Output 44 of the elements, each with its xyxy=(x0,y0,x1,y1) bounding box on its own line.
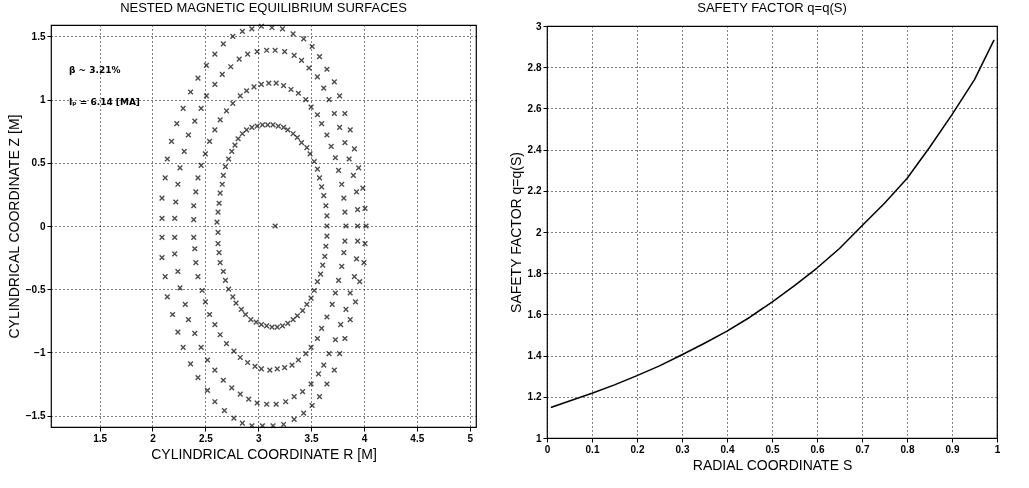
y-tick-label: 1.8 xyxy=(527,267,542,279)
x-axis-title: CYLINDRICAL COORDINATE R [M] xyxy=(151,445,377,462)
y-axis-title: CYLINDRICAL COORDINATE Z [M] xyxy=(5,114,22,339)
y-tick-label: 2 xyxy=(535,226,542,238)
x-tick-label: 0.2 xyxy=(630,443,645,455)
y-tick-label: 2.4 xyxy=(527,144,542,156)
x-tick-label: 5 xyxy=(467,432,474,444)
y-tick-label: 0.5 xyxy=(31,157,46,169)
annotation: β ~ 3.21% xyxy=(69,65,121,75)
y-tick-label: 3 xyxy=(535,20,542,32)
x-tick-label: 0.6 xyxy=(810,443,825,455)
x-axis-title: RADIAL COORDINATE S xyxy=(692,456,853,473)
x-tick-label: 2 xyxy=(150,432,157,444)
y-tick-label: 2.2 xyxy=(527,185,542,197)
y-tick-label: 0 xyxy=(39,220,46,232)
y-tick-label: 1.5 xyxy=(31,30,46,42)
x-tick-label: 2.5 xyxy=(198,432,214,444)
y-tick-label: 2.6 xyxy=(527,102,542,114)
x-tick-label: 4.5 xyxy=(410,432,425,444)
x-tick-label: 0 xyxy=(544,443,551,455)
y-tick-label: 2.8 xyxy=(527,61,542,73)
x-tick-label: 0.5 xyxy=(765,443,780,455)
y-tick-label: −1.5 xyxy=(25,410,46,422)
chart-title: NESTED MAGNETIC EQUILIBRIUM SURFACES xyxy=(120,0,408,16)
x-tick-label: 4 xyxy=(361,432,368,444)
x-tick-label: 0.8 xyxy=(900,443,915,455)
x-tick-label: 1 xyxy=(994,443,1001,455)
x-tick-label: 0.3 xyxy=(675,443,690,455)
y-axis-title: SAFETY FACTOR q=q(S) xyxy=(507,152,524,313)
y-tick-label: −1 xyxy=(34,346,46,358)
x-tick-label: 3 xyxy=(255,432,262,444)
y-tick-label: −0.5 xyxy=(25,283,46,295)
x-tick-label: 0.1 xyxy=(585,443,600,455)
x-tick-label: 1.5 xyxy=(93,432,108,444)
chart-title: SAFETY FACTOR q=q(S) xyxy=(697,0,847,15)
y-tick-label: 1 xyxy=(39,94,46,106)
y-tick-label: 1.2 xyxy=(527,391,542,403)
x-tick-label: 0.4 xyxy=(720,443,735,455)
y-tick-label: 1.6 xyxy=(527,308,542,320)
y-tick-label: 1.4 xyxy=(527,350,542,362)
x-tick-label: 3.5 xyxy=(304,432,319,444)
x-tick-label: 0.7 xyxy=(855,443,870,455)
annotation: Iₚ = 6.14 [MA] xyxy=(69,97,140,107)
x-tick-label: 0.9 xyxy=(945,443,960,455)
